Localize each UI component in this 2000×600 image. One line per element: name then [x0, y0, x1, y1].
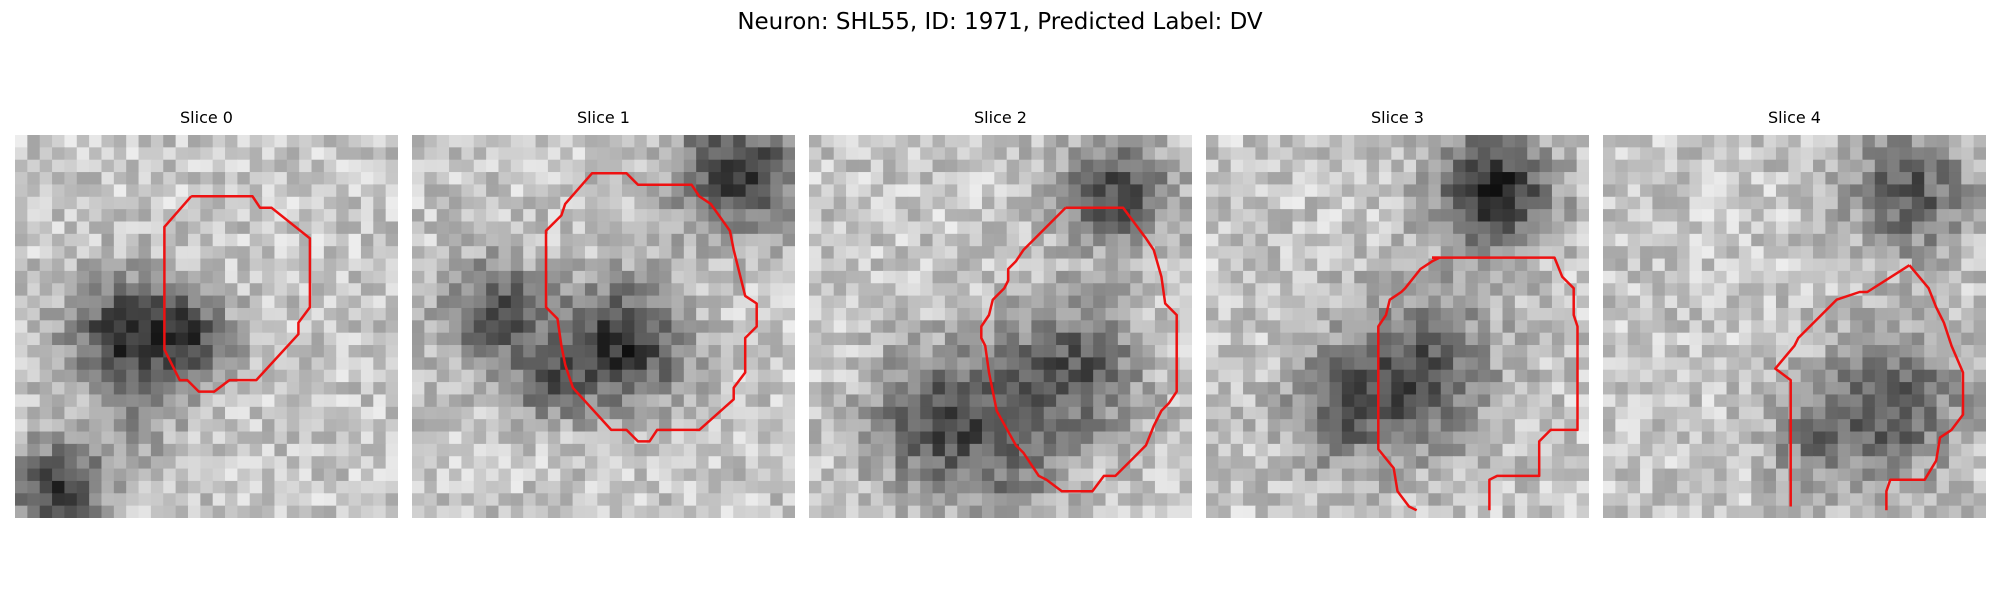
roi-contour: [980, 206, 1178, 493]
roi-contour: [1432, 256, 1579, 511]
roi-contour: [544, 172, 758, 443]
roi-contour: [163, 195, 312, 393]
figure-title: Neuron: SHL55, ID: 1971, Predicted Label…: [737, 9, 1263, 35]
slice-panel-4: Slice 4: [1603, 106, 1986, 521]
slice-image-3: [1206, 135, 1589, 518]
slice-title: Slice 4: [1768, 108, 1821, 127]
slice-title: Slice 0: [180, 108, 233, 127]
slice-title: Slice 2: [974, 108, 1027, 127]
slice-panel-2: Slice 2: [809, 106, 1192, 521]
slice-panel-1: Slice 1: [412, 106, 795, 521]
slice-image-0: [15, 135, 398, 518]
slice-image-2: [809, 135, 1192, 518]
slice-panel-0: Slice 0: [15, 106, 398, 521]
slice-title: Slice 1: [577, 108, 630, 127]
slice-title: Slice 3: [1371, 108, 1424, 127]
slice-panel-3: Slice 3: [1206, 106, 1589, 521]
roi-contour: [1377, 256, 1441, 512]
roi-contour: [1885, 264, 1965, 511]
slice-image-1: [412, 135, 795, 518]
roi-contour: [1774, 264, 1911, 507]
slice-image-4: [1603, 135, 1986, 518]
